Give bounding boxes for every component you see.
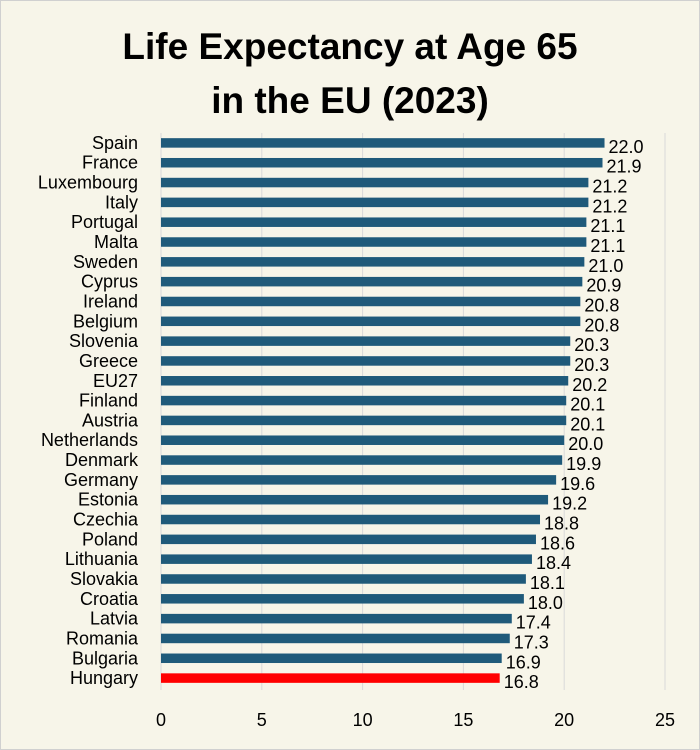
value-label: 20.0 (568, 434, 603, 454)
category-label: EU27 (93, 371, 138, 391)
bar-germany (161, 475, 557, 485)
category-label: Hungary (70, 668, 138, 688)
value-label: 20.2 (572, 375, 607, 395)
x-tick-label: 5 (257, 710, 267, 730)
value-label: 21.1 (590, 216, 625, 236)
value-label: 20.9 (586, 276, 621, 296)
value-label: 21.1 (590, 236, 625, 256)
bars (161, 138, 605, 683)
value-label: 20.3 (574, 335, 609, 355)
x-tick-label: 20 (554, 710, 574, 730)
category-label: Greece (79, 351, 138, 371)
category-label: Slovakia (70, 569, 139, 589)
value-label: 20.3 (574, 355, 609, 375)
x-tick-label: 25 (655, 710, 675, 730)
bar-denmark (161, 455, 563, 465)
category-label: Spain (92, 133, 138, 153)
value-label: 18.8 (544, 514, 579, 534)
value-label: 19.6 (560, 474, 595, 494)
value-label: 20.8 (584, 295, 619, 315)
value-label: 19.9 (566, 454, 601, 474)
value-labels: 22.021.921.221.221.121.121.020.920.820.8… (504, 137, 644, 692)
value-label: 20.8 (584, 315, 619, 335)
value-label: 17.4 (516, 613, 551, 633)
category-label: Romania (66, 628, 139, 648)
category-label: Finland (79, 391, 138, 411)
bar-greece (161, 356, 571, 366)
bar-cyprus (161, 276, 583, 287)
value-label: 16.8 (504, 672, 539, 692)
chart-title: Life Expectancy at Age 65 in the EU (202… (0, 20, 700, 128)
category-label: Germany (64, 470, 138, 490)
category-label: Czechia (73, 510, 139, 530)
value-label: 18.0 (528, 593, 563, 613)
bar-luxembourg (161, 177, 589, 188)
category-label: Slovenia (69, 331, 139, 351)
category-label: Denmark (65, 450, 139, 470)
bar-netherlands (161, 435, 565, 445)
category-label: Malta (94, 232, 139, 252)
category-label: Luxembourg (38, 173, 138, 193)
category-label: Netherlands (41, 430, 138, 450)
bar-ireland (161, 296, 581, 307)
category-label: Italy (105, 192, 138, 212)
bar-estonia (161, 494, 549, 505)
bar-latvia (161, 613, 512, 624)
category-label: Croatia (80, 589, 139, 609)
chart-title-line-1: Life Expectancy at Age 65 (122, 26, 578, 67)
value-label: 21.2 (592, 177, 627, 197)
category-label: Austria (82, 410, 139, 430)
value-label: 17.3 (514, 632, 549, 652)
bar-eu27 (161, 376, 569, 386)
value-label: 21.2 (592, 196, 627, 216)
value-label: 21.9 (607, 157, 642, 177)
category-label: Lithuania (65, 549, 139, 569)
category-label: Sweden (73, 252, 138, 272)
category-label: Belgium (73, 311, 138, 331)
bar-lithuania (161, 554, 532, 564)
category-label: Cyprus (81, 272, 138, 292)
x-tick-label: 10 (353, 710, 373, 730)
bar-bulgaria (161, 653, 502, 664)
category-label: Bulgaria (72, 648, 139, 668)
bar-austria (161, 415, 567, 426)
bar-portugal (161, 217, 587, 227)
x-tick-label: 15 (453, 710, 473, 730)
value-label: 20.1 (570, 414, 605, 434)
category-label: Poland (82, 529, 138, 549)
value-label: 18.4 (536, 553, 571, 573)
bar-spain (161, 138, 605, 148)
x-axis-ticks: 0 5 10 15 20 25 (156, 710, 675, 730)
category-labels: SpainFranceLuxembourgItalyPortugalMaltaS… (38, 133, 139, 688)
category-label: Latvia (90, 609, 139, 629)
bar-belgium (161, 316, 581, 327)
bar-hungary (161, 673, 500, 683)
bar-malta (161, 237, 587, 247)
bar-slovenia (161, 336, 571, 346)
value-label: 21.0 (588, 256, 623, 276)
bar-sweden (161, 257, 585, 267)
bar-slovakia (161, 574, 526, 584)
bar-italy (161, 197, 589, 208)
value-label: 22.0 (609, 137, 644, 157)
value-label: 18.1 (530, 573, 565, 593)
category-label: Portugal (71, 212, 138, 232)
bar-romania (161, 633, 510, 644)
bar-poland (161, 534, 536, 545)
value-label: 20.1 (570, 395, 605, 415)
category-label: France (82, 153, 138, 173)
bar-france (161, 157, 603, 168)
category-label: Ireland (83, 291, 138, 311)
bar-finland (161, 395, 567, 406)
x-tick-label: 0 (156, 710, 166, 730)
value-label: 18.6 (540, 533, 575, 553)
bar-croatia (161, 594, 524, 604)
chart-title-line-2: in the EU (2023) (211, 80, 489, 121)
bar-czechia (161, 514, 541, 525)
value-label: 16.9 (506, 652, 541, 672)
value-label: 19.2 (552, 494, 587, 514)
category-label: Estonia (78, 490, 139, 510)
